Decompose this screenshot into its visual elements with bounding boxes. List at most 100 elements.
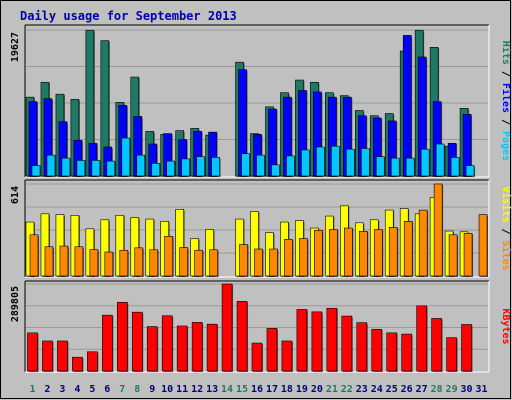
legend-hits: Hits [500,41,512,65]
bar-sites-day-16 [254,248,263,277]
day-label-24: 24 [371,384,383,395]
bar-sites-day-28 [433,183,443,277]
bar-pages-day-10 [166,160,176,177]
bar-pages-day-20 [316,146,325,177]
bar-sites-day-27 [418,209,428,277]
bar-pages-day-30 [465,165,475,177]
bar-sites-day-11 [179,247,188,277]
bar-kbytes-day-30 [461,324,472,372]
bar-sites-day-29 [448,234,458,277]
bar-sites-day-10 [164,235,174,277]
bar-sites-day-8 [134,247,144,277]
legend-pages: Pages [500,131,511,161]
panel-max-label: 19627 [10,32,21,62]
legend-separator: / [500,65,511,83]
panel-legend: Visits / Sites [500,186,512,270]
bar-kbytes-day-10 [161,315,173,372]
bar-kbytes-day-15 [236,301,248,372]
bar-kbytes-day-18 [281,340,293,372]
bar-pages-day-18 [286,155,295,177]
chart-title: Daily usage for September 2013 [20,9,237,23]
bar-pages-day-23 [360,148,370,177]
bar-sites-day-4 [74,246,84,277]
bar-kbytes-day-14 [221,283,233,372]
bar-kbytes-day-19 [296,309,308,372]
bar-pages-day-28 [435,143,445,177]
day-label-21: 21 [326,384,338,395]
day-label-28: 28 [431,384,443,395]
bar-pages-day-3 [61,157,71,177]
panel-legend: Hits / Files / Pages [500,41,512,161]
bar-kbytes-day-23 [356,322,368,372]
bar-kbytes-day-3 [57,340,68,372]
bar-kbytes-day-28 [431,318,442,372]
x-axis-day-labels: 1 2 3 4 5 6 7 8 9 10 11 12 13 14 15 16 17 18 19 20 21 22 23 24 2… [29,384,487,395]
legend-files: Files [500,83,512,113]
day-label-11: 11 [176,384,188,395]
day-label-27: 27 [416,384,428,395]
day-label-25: 25 [386,384,398,395]
bar-pages-day-16 [256,154,265,177]
day-label-12: 12 [191,384,203,395]
bar-pages-day-5 [91,160,101,177]
bar-sites-day-22 [344,227,353,277]
bar-sites-day-30 [463,232,473,277]
bar-pages-day-27 [420,148,430,177]
day-label-16: 16 [251,384,263,395]
bar-pages-day-21 [331,145,340,177]
day-label-31: 31 [475,384,487,395]
bar-sites-day-31 [478,214,488,277]
day-label-3: 3 [59,384,65,395]
panel-kbytes: 289805 KBytes [10,280,511,373]
bar-kbytes-day-2 [42,340,53,372]
day-label-30: 30 [461,384,473,395]
bar-sites-day-9 [149,249,159,277]
day-label-19: 19 [296,384,308,395]
legend-separator: / [500,113,511,131]
legend-visits: Visits [500,186,512,222]
bar-sites-day-19 [299,238,308,277]
day-label-10: 10 [161,384,173,395]
bar-kbytes-day-1 [27,332,38,372]
bar-kbytes-day-13 [206,323,218,372]
bar-sites-day-20 [314,229,323,277]
bar-files-day-26 [402,35,412,177]
bar-pages-day-17 [271,164,280,177]
bar-pages-day-24 [375,156,385,177]
bar-sites-day-24 [373,229,383,277]
bar-kbytes-day-25 [386,332,398,372]
bar-kbytes-day-17 [266,328,278,372]
bar-sites-day-3 [59,245,69,277]
bar-sites-day-21 [329,229,338,277]
bar-pages-day-11 [181,158,190,177]
day-label-7: 7 [119,384,125,395]
bar-pages-day-7 [121,137,131,177]
bar-kbytes-day-6 [102,314,113,372]
day-label-20: 20 [311,384,323,395]
panel-hits-files-pages: 19627 Hits / Files / Pages [10,24,512,178]
bar-pages-day-25 [390,157,400,177]
panel-max-label: 614 [10,186,21,204]
legend-sites: Sites [500,241,512,271]
bar-kbytes-day-22 [341,315,353,372]
legend-kbytes: KBytes [500,308,511,344]
bar-kbytes-day-29 [446,337,457,372]
bar-kbytes-day-4 [72,356,83,372]
bar-pages-day-13 [211,157,220,177]
bar-kbytes-day-27 [416,305,427,372]
bar-kbytes-day-12 [191,322,203,372]
bar-pages-day-8 [136,154,146,177]
day-label-5: 5 [89,384,95,395]
bar-kbytes-day-9 [146,326,158,372]
day-label-26: 26 [401,384,413,395]
day-label-15: 15 [236,384,248,395]
bar-sites-day-6 [104,251,114,277]
bar-kbytes-day-7 [116,301,128,372]
bar-files-day-1 [28,101,38,177]
bar-pages-day-22 [346,148,355,177]
day-label-14: 14 [221,384,233,395]
panel-max-label: 289805 [10,286,21,322]
bar-pages-day-19 [301,149,310,177]
